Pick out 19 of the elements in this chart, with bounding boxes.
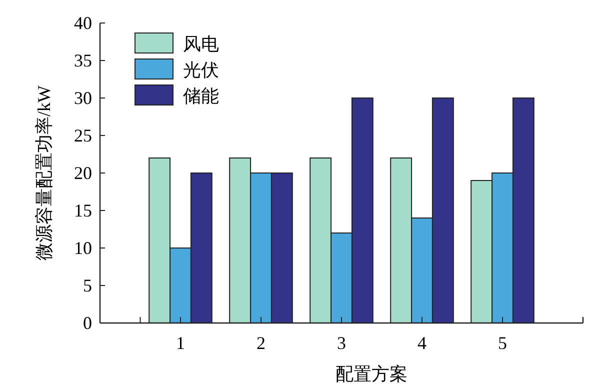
x-axis-title: 配置方案 <box>336 364 408 384</box>
x-tick-label: 4 <box>418 333 426 353</box>
y-tick-label: 35 <box>74 50 92 70</box>
legend-label: 光伏 <box>183 60 219 80</box>
y-tick-label: 15 <box>74 200 92 220</box>
y-axis-title: 微源容量配置功率/kW <box>34 86 54 260</box>
x-tick-label: 2 <box>256 333 266 353</box>
y-tick-label: 40 <box>74 13 92 33</box>
legend-label: 储能 <box>183 86 219 106</box>
x-tick-label: 3 <box>337 333 346 353</box>
y-tick-label: 5 <box>83 276 92 296</box>
y-tick-label: 25 <box>74 126 92 146</box>
y-tick-label: 10 <box>74 238 92 258</box>
x-tick-label: 1 <box>176 333 185 353</box>
x-tick-label: 5 <box>498 333 507 353</box>
y-tick-label: 0 <box>83 313 92 333</box>
y-tick-label: 20 <box>74 163 92 183</box>
legend-label: 风电 <box>183 34 219 54</box>
y-tick-label: 30 <box>74 88 92 108</box>
